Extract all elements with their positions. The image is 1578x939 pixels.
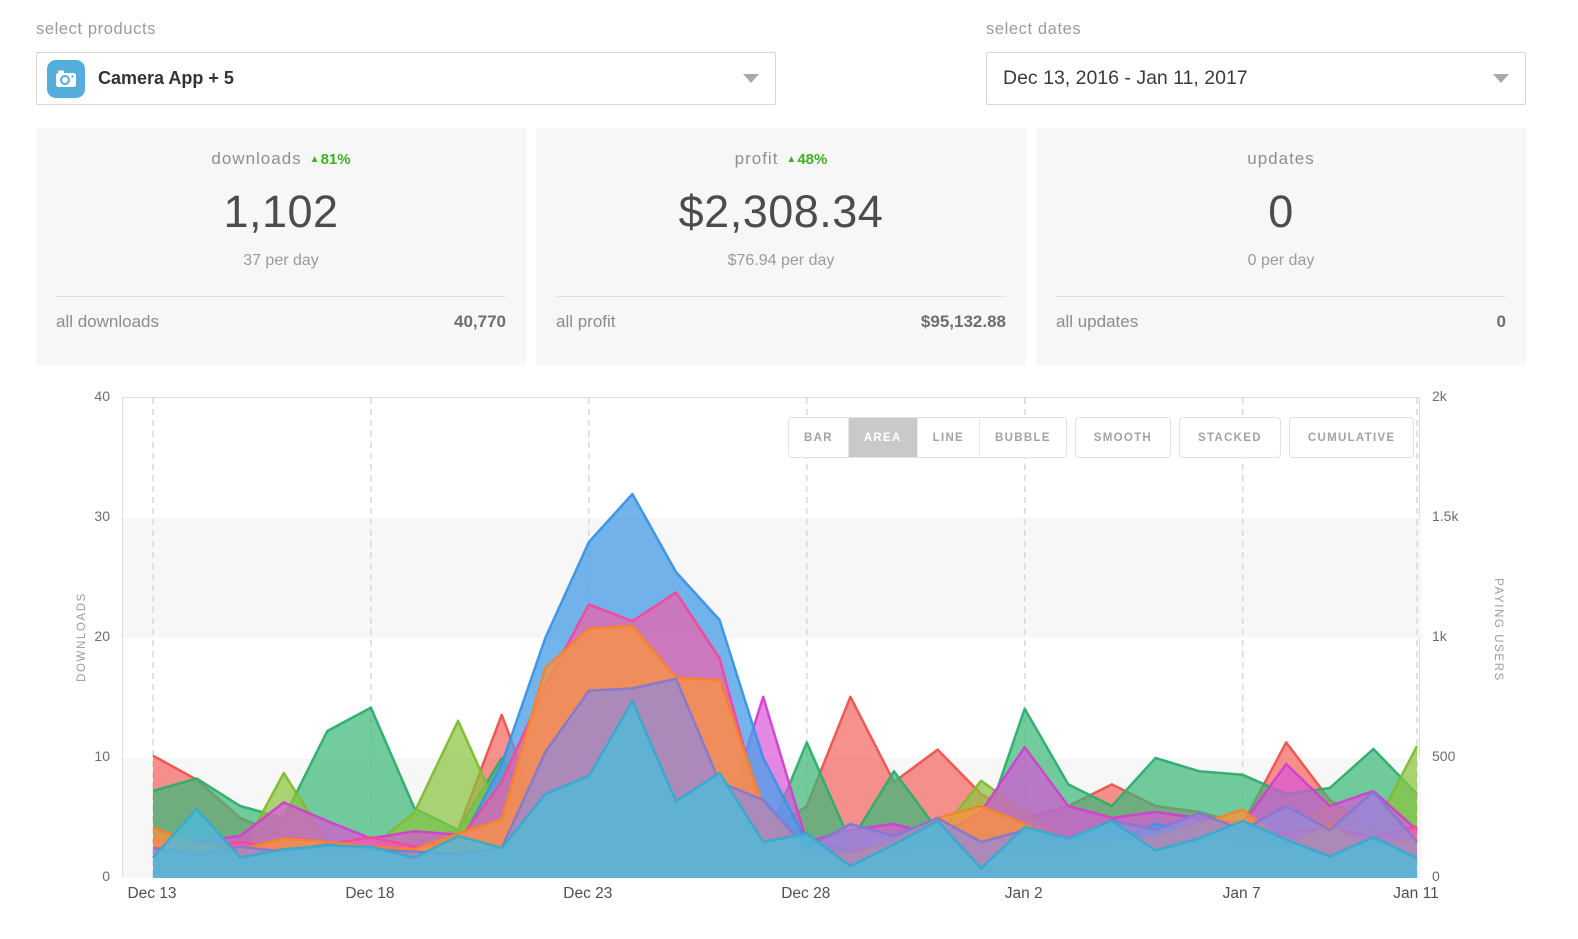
downloads-value: 1,102	[223, 186, 339, 237]
chart-type-toolbar: BAR AREA LINE BUBBLE SMOOTH STACKED CUMU…	[788, 417, 1415, 458]
y-axis-tick-left: 0	[102, 868, 110, 884]
select-dates-label: select dates	[986, 20, 1082, 38]
dates-dropdown[interactable]: Dec 13, 2016 - Jan 11, 2017	[986, 52, 1526, 105]
x-axis-tick: Dec 23	[563, 885, 613, 902]
x-axis-tick: Jan 7	[1222, 885, 1261, 902]
y-axis-tick-right: 1k	[1432, 628, 1447, 644]
y-axis-tick-right: 500	[1432, 748, 1456, 764]
y-axis-tick-right: 0	[1432, 868, 1440, 884]
cumulative-toggle-button[interactable]: CUMULATIVE	[1288, 417, 1415, 458]
y-axis-tick-left: 30	[94, 508, 110, 524]
y-axis-tick-left: 10	[94, 748, 110, 764]
all-downloads-label: all downloads	[56, 312, 160, 331]
card-divider	[1056, 296, 1506, 297]
area-chart-plot	[122, 397, 1421, 878]
downloads-per-day: 37 per day	[243, 252, 319, 269]
updates-card-title: updates	[1247, 149, 1315, 168]
profit-card: profit ▲48% $2,308.34 $76.94 per day all…	[536, 128, 1026, 365]
y-axis-tick-left: 20	[94, 628, 110, 644]
smooth-toggle-button[interactable]: SMOOTH	[1074, 417, 1172, 458]
products-dropdown[interactable]: Camera App + 5	[36, 52, 776, 105]
all-downloads-value: 40,770	[454, 312, 506, 331]
all-profit-label: all profit	[556, 312, 616, 331]
products-dropdown-value: Camera App + 5	[98, 68, 234, 88]
stacked-toggle-button[interactable]: STACKED	[1179, 417, 1281, 458]
all-profit-value: $95,132.88	[920, 312, 1006, 331]
x-axis-tick: Dec 13	[127, 885, 177, 902]
y-axis-tick-right: 2k	[1432, 388, 1447, 404]
chart-type-line-button[interactable]: LINE	[917, 418, 981, 457]
card-divider	[56, 296, 506, 297]
all-updates-label: all updates	[1056, 312, 1139, 331]
updates-value: 0	[1268, 186, 1294, 237]
x-axis-tick: Dec 28	[781, 885, 831, 902]
downloads-area-chart	[123, 398, 1421, 878]
chart-type-group: BAR AREA LINE BUBBLE	[788, 417, 1067, 458]
profit-per-day: $76.94 per day	[727, 252, 835, 269]
profit-delta-badge: ▲48%	[786, 151, 828, 168]
camera-app-icon	[47, 59, 85, 98]
up-arrow-icon: ▲	[786, 154, 797, 165]
x-axis-tick: Jan 11	[1393, 885, 1439, 902]
profit-card-title: profit	[734, 149, 779, 168]
updates-per-day: 0 per day	[1247, 252, 1315, 269]
downloads-delta-badge: ▲81%	[309, 151, 351, 168]
card-divider	[556, 296, 1006, 297]
select-products-label: select products	[36, 20, 156, 38]
chevron-down-icon	[743, 74, 759, 83]
series-teal-area	[153, 701, 1417, 878]
chevron-down-icon	[1493, 74, 1509, 83]
updates-card: updates ▲ 0 0 per day all updates 0	[1036, 128, 1526, 365]
downloads-card-title: downloads	[211, 149, 302, 168]
y-axis-tick-left: 40	[94, 388, 110, 404]
chart-type-area-button[interactable]: AREA	[848, 418, 918, 457]
y-axis-tick-right: 1.5k	[1432, 508, 1459, 524]
downloads-card: downloads ▲81% 1,102 37 per day all down…	[36, 128, 526, 365]
up-arrow-icon: ▲	[309, 154, 320, 165]
all-updates-value: 0	[1496, 312, 1506, 331]
dates-dropdown-value: Dec 13, 2016 - Jan 11, 2017	[1003, 67, 1248, 89]
x-axis-tick: Jan 2	[1004, 885, 1043, 902]
profit-value: $2,308.34	[678, 186, 884, 237]
x-axis-tick: Dec 18	[345, 885, 395, 902]
chart-section: DOWNLOADS PAYING USERS BAR AREA LINE BUB…	[0, 380, 1578, 939]
chart-type-bubble-button[interactable]: BUBBLE	[980, 418, 1066, 457]
chart-type-bar-button[interactable]: BAR	[789, 418, 849, 457]
series-teal-line	[152, 699, 1418, 870]
